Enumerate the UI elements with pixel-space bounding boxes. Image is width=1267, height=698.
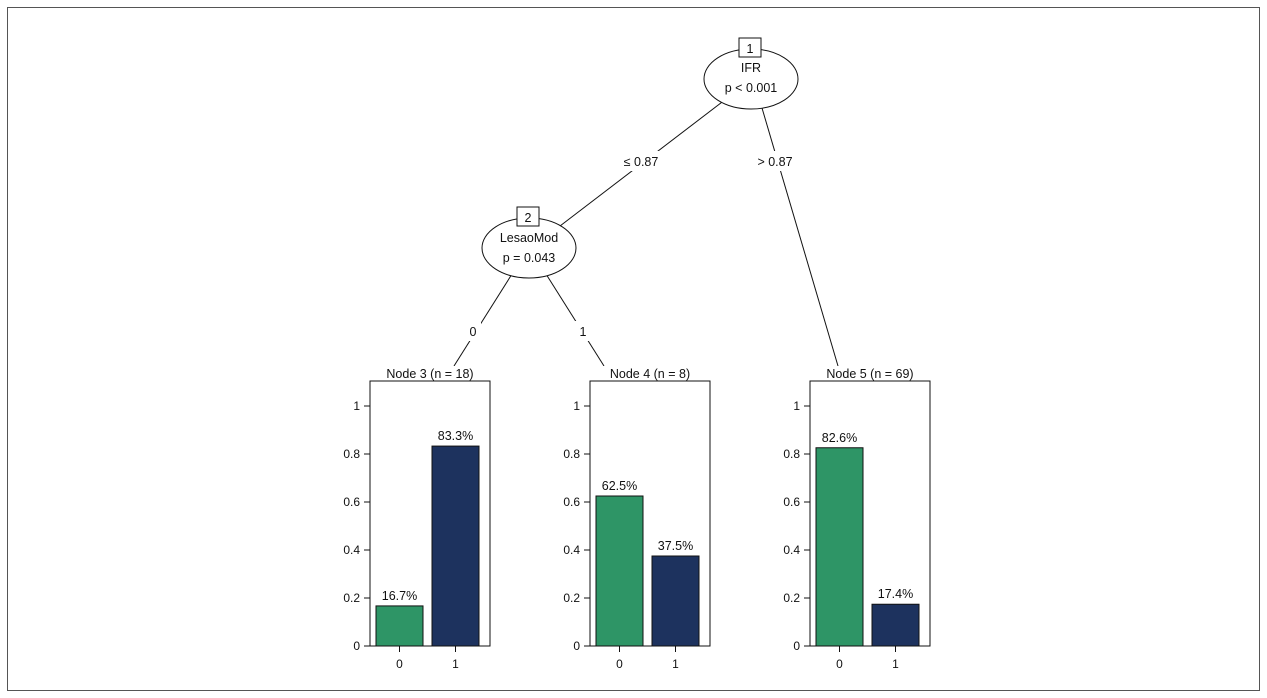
y-tick-label: 0.6 <box>783 495 800 509</box>
bar-class-0 <box>815 447 864 647</box>
y-tick-label: 0 <box>793 639 800 653</box>
p-value: p < 0.001 <box>725 81 778 95</box>
y-tick-label: 1 <box>793 399 800 413</box>
y-tick-label: 0 <box>353 639 360 653</box>
node-id-box <box>516 206 540 227</box>
bar-value-label: 37.5% <box>658 539 693 553</box>
x-tick-label: 0 <box>616 657 623 671</box>
edge-1-5 <box>761 107 839 367</box>
node-id-box <box>738 37 762 58</box>
y-tick-label: 0.4 <box>343 543 360 557</box>
bar-class-0 <box>375 605 424 647</box>
node-id: 1 <box>747 42 754 56</box>
y-tick-label: 0.8 <box>783 447 800 461</box>
x-tick-label: 1 <box>672 657 679 671</box>
x-tick-label: 0 <box>396 657 403 671</box>
node-id: 2 <box>525 211 532 225</box>
bar-value-label: 17.4% <box>878 587 913 601</box>
p-value: p = 0.043 <box>503 251 556 265</box>
y-tick-label: 1 <box>573 399 580 413</box>
y-tick-label: 0.8 <box>343 447 360 461</box>
bar-value-label: 83.3% <box>438 429 473 443</box>
edge-label-2-4: 1 <box>580 325 587 339</box>
node-header <box>370 366 490 381</box>
bar-class-1 <box>651 555 700 647</box>
plot-area <box>369 380 491 647</box>
plot-area <box>589 380 711 647</box>
node-header <box>810 366 930 381</box>
y-tick-label: 0.2 <box>343 591 360 605</box>
node-title: Node 4 (n = 8) <box>610 367 690 381</box>
bar-value-label: 62.5% <box>602 479 637 493</box>
split-variable: LesaoMod <box>500 231 558 245</box>
y-tick-label: 0.4 <box>783 543 800 557</box>
y-tick-label: 0.6 <box>343 495 360 509</box>
y-tick-label: 0.6 <box>563 495 580 509</box>
node-title: Node 3 (n = 18) <box>386 367 473 381</box>
edge-label-2-3: 0 <box>470 325 477 339</box>
edge-label-1-2: ≤ 0.87 <box>624 155 659 169</box>
y-tick-label: 0 <box>573 639 580 653</box>
node-header <box>590 366 710 381</box>
edge-2-4 <box>545 273 605 367</box>
y-tick-label: 0.8 <box>563 447 580 461</box>
terminal-node-3: Node 3 (n = 18) 0 0.2 0.4 0.6 0.8 1 16.7% 0 83.3%… <box>343 366 491 671</box>
bar-class-1 <box>431 445 480 647</box>
x-tick-label: 1 <box>452 657 459 671</box>
node-title: Node 5 (n = 69) <box>826 367 913 381</box>
y-tick-label: 0.4 <box>563 543 580 557</box>
y-tick-label: 1 <box>353 399 360 413</box>
terminal-node-5: Node 5 (n = 69) 0 0.2 0.4 0.6 0.8 1 82.6% 0 17.4%… <box>783 366 931 671</box>
plot-area <box>809 380 931 647</box>
terminal-node-4: Node 4 (n = 8) 0 0.2 0.4 0.6 0.8 1 62.5% 0 37.5% 1 <box>563 366 711 671</box>
bar-value-label: 16.7% <box>382 589 417 603</box>
y-tick-label: 0.2 <box>783 591 800 605</box>
bar-class-0 <box>595 495 644 647</box>
y-tick-label: 0.2 <box>563 591 580 605</box>
x-tick-label: 1 <box>892 657 899 671</box>
bar-value-label: 82.6% <box>822 431 857 445</box>
bar-class-1 <box>871 603 920 647</box>
x-tick-label: 0 <box>836 657 843 671</box>
edge-label-1-5: > 0.87 <box>757 155 792 169</box>
inner-node-1: 1 IFR p < 0.001 <box>703 37 799 110</box>
inner-node-2: 2 LesaoMod p = 0.043 <box>481 206 577 279</box>
edge-2-3 <box>453 273 513 367</box>
split-variable: IFR <box>741 61 761 75</box>
